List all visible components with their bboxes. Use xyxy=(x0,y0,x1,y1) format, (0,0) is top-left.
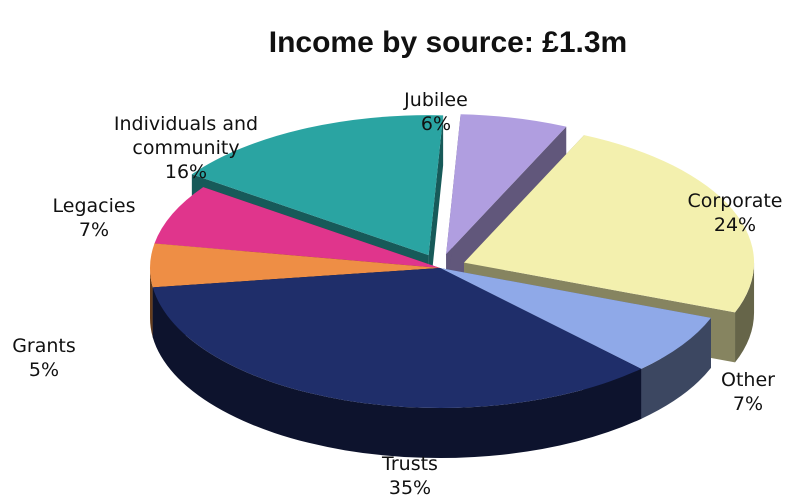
slice-label-legacies: Legacies 7% xyxy=(53,195,136,241)
slice-label-corporate: Corporate 24% xyxy=(688,190,783,236)
slice-label-grants: Grants 5% xyxy=(12,335,76,381)
slice-edge-individuals-and-community-1 xyxy=(428,115,444,306)
slice-side-other xyxy=(641,317,711,419)
slice-top-trusts xyxy=(152,268,642,408)
slice-labels: Jubilee 6% Corporate 24% Other 7% Trusts 35% Gra… xyxy=(12,89,782,499)
pie-slices xyxy=(150,114,755,458)
slice-top-grants xyxy=(150,243,440,288)
slice-top-legacies xyxy=(154,187,440,268)
slice-label-trusts: Trusts 35% xyxy=(381,453,438,499)
slice-top-other xyxy=(440,268,711,369)
slice-side-trusts xyxy=(152,287,642,458)
slice-label-jubilee: Jubilee 6% xyxy=(403,89,468,135)
slice-top-individuals-and-community xyxy=(191,115,444,256)
slice-label-other: Other 7% xyxy=(721,369,775,415)
slice-top-jubilee xyxy=(446,114,567,255)
chart-title: Income by source: £1.3m xyxy=(269,26,627,59)
slice-label-individuals-and-community: Individuals and community 16% xyxy=(114,113,258,183)
slice-trusts xyxy=(152,268,642,458)
slice-side-grants xyxy=(150,268,153,338)
slice-top-corporate xyxy=(464,135,755,313)
slice-side-corporate xyxy=(735,262,755,363)
